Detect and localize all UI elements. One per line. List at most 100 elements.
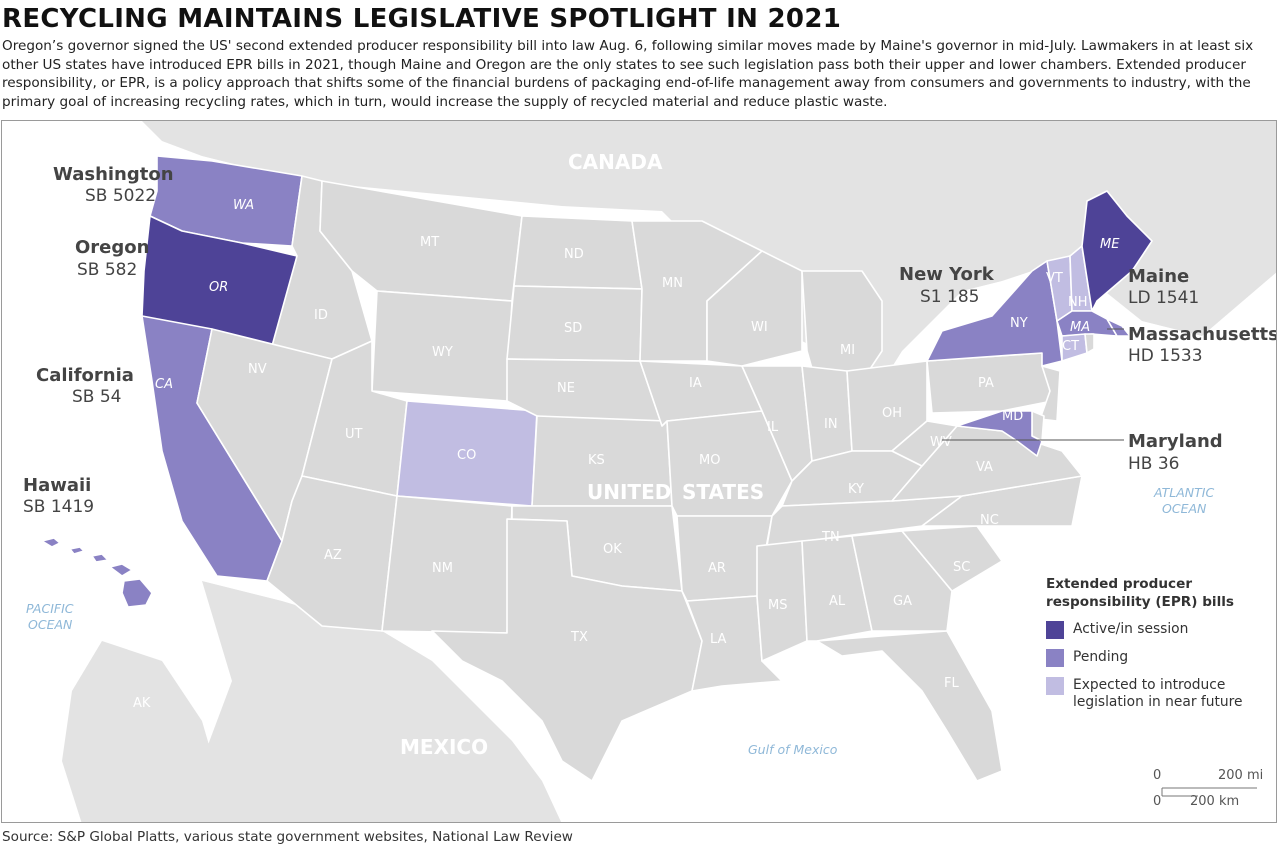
label-id: ID	[314, 308, 328, 323]
label-fl: FL	[944, 676, 959, 691]
label-de: DE	[1088, 420, 1106, 435]
legend-swatch-active	[1046, 621, 1064, 639]
callout-maine-name: Maine	[1128, 266, 1190, 287]
label-ny: NY	[1010, 316, 1028, 331]
label-ga: GA	[893, 594, 912, 609]
state-ga[interactable]	[851, 530, 953, 632]
state-mi[interactable]	[801, 270, 883, 387]
callout-oregon-name: Oregon	[75, 237, 150, 258]
state-wi[interactable]	[706, 250, 803, 367]
callout-new-york-bill: S1 185	[920, 287, 980, 307]
label-ia: IA	[689, 376, 702, 391]
label-la: LA	[710, 632, 727, 647]
label-united: UNITED	[587, 480, 671, 504]
callout-maryland-name: Maryland	[1128, 431, 1223, 452]
state-fl[interactable]	[816, 630, 1003, 782]
label-oh: OH	[882, 406, 902, 421]
label-mo: MO	[699, 453, 720, 468]
label-ut: UT	[345, 427, 363, 442]
callout-new-york-name: New York	[899, 264, 994, 285]
label-vt: VT	[1046, 271, 1063, 286]
callout-california-bill: SB 54	[72, 387, 122, 407]
label-ky: KY	[848, 482, 864, 497]
mexico-land	[163, 581, 562, 822]
map-frame: WA OR CA HI CO NY VT NH ME MA CT RI MD I…	[1, 120, 1277, 823]
state-nc[interactable]	[921, 475, 1083, 527]
legend-item-active: Active/in session	[1046, 621, 1271, 639]
label-ar: AR	[708, 561, 726, 576]
label-ks: KS	[588, 453, 605, 468]
state-ri[interactable]	[1084, 333, 1095, 354]
state-ma-cape	[1106, 318, 1131, 337]
state-md[interactable]	[956, 410, 1043, 457]
label-mt: MT	[420, 235, 439, 250]
legend-label-expected: Expected to introduce legislation in nea…	[1073, 677, 1243, 710]
scale-mi: 200 mi	[1218, 768, 1264, 783]
state-tx[interactable]	[431, 518, 703, 782]
label-ak: AK	[133, 696, 151, 711]
alaska-area	[62, 641, 232, 822]
callout-oregon-bill: SB 582	[77, 260, 138, 280]
legend-swatch-pending	[1046, 649, 1064, 667]
label-sc: SC	[953, 560, 970, 575]
label-ct: CT	[1062, 339, 1079, 354]
label-atlantic-1: ATLANTIC	[1153, 485, 1214, 500]
state-ms[interactable]	[756, 540, 808, 662]
label-hi: HI	[94, 575, 108, 590]
label-nc: NC	[980, 513, 999, 528]
state-sc[interactable]	[901, 525, 1003, 592]
label-nj: NJ	[1088, 391, 1102, 406]
callout-washington-name: Washington	[53, 164, 174, 185]
state-ny[interactable]	[926, 260, 1063, 367]
label-pacific-1: PACIFIC	[26, 601, 74, 616]
label-in: IN	[824, 417, 838, 432]
label-nd: ND	[564, 247, 584, 262]
state-me[interactable]	[1081, 190, 1153, 312]
label-wi: WI	[751, 320, 768, 335]
label-wv: WV	[930, 435, 952, 450]
legend-label-pending: Pending	[1073, 649, 1129, 665]
callout-maryland-bill: HB 36	[1128, 454, 1180, 474]
description: Oregon’s governor signed the US' second …	[2, 38, 1254, 110]
label-wa: WA	[233, 198, 254, 213]
legend-item-pending: Pending	[1046, 649, 1271, 667]
callout-massachusetts-name: Massachusetts	[1128, 324, 1277, 345]
label-dc: DC	[1088, 456, 1107, 471]
label-tx: TX	[570, 630, 588, 645]
label-atlantic-2: OCEAN	[1162, 501, 1207, 516]
state-hi[interactable]	[41, 537, 153, 608]
label-gulf: Gulf of Mexico	[748, 742, 838, 757]
callout-massachusetts-bill: HD 1533	[1128, 346, 1203, 366]
label-or: OR	[209, 280, 228, 295]
label-nv: NV	[248, 362, 267, 377]
scale-zero-mi: 0	[1153, 768, 1162, 783]
label-mi: MI	[840, 343, 855, 358]
scale-zero-km: 0	[1153, 794, 1162, 809]
label-ma: MA	[1070, 320, 1090, 335]
scale-bar	[1161, 787, 1257, 797]
label-nm: NM	[432, 561, 453, 576]
source-note: Source: S&P Global Platts, various state…	[2, 829, 573, 845]
label-pacific-2: OCEAN	[28, 617, 73, 632]
callout-california-name: California	[36, 365, 134, 386]
callout-maine-bill: LD 1541	[1128, 288, 1200, 308]
label-wy: WY	[432, 345, 453, 360]
label-ri: RI	[1088, 361, 1101, 376]
label-md: MD	[1002, 409, 1023, 424]
state-labels: WA OR CA HI CO NY VT NH ME MA CT RI MD I…	[94, 198, 1120, 711]
state-al[interactable]	[801, 535, 873, 642]
legend-title: Extended producer responsibility (EPR) b…	[1046, 576, 1234, 610]
state-nj[interactable]	[1039, 365, 1061, 422]
scale-km: 200 km	[1190, 794, 1240, 809]
callout-hawaii-name: Hawaii	[23, 475, 92, 496]
label-tn: TN	[821, 530, 840, 545]
label-co: CO	[457, 448, 476, 463]
label-va: VA	[976, 460, 993, 475]
label-il: IL	[767, 420, 779, 435]
label-nh: NH	[1068, 295, 1088, 310]
chart-title: RECYCLING MAINTAINS LEGISLATIVE SPOTLIGH…	[2, 4, 842, 34]
legend: Extended producer responsibility (EPR) b…	[1046, 575, 1271, 721]
legend-swatch-expected	[1046, 677, 1064, 695]
legend-label-active: Active/in session	[1073, 621, 1189, 637]
us-map: WA OR CA HI CO NY VT NH ME MA CT RI MD I…	[26, 121, 1276, 822]
